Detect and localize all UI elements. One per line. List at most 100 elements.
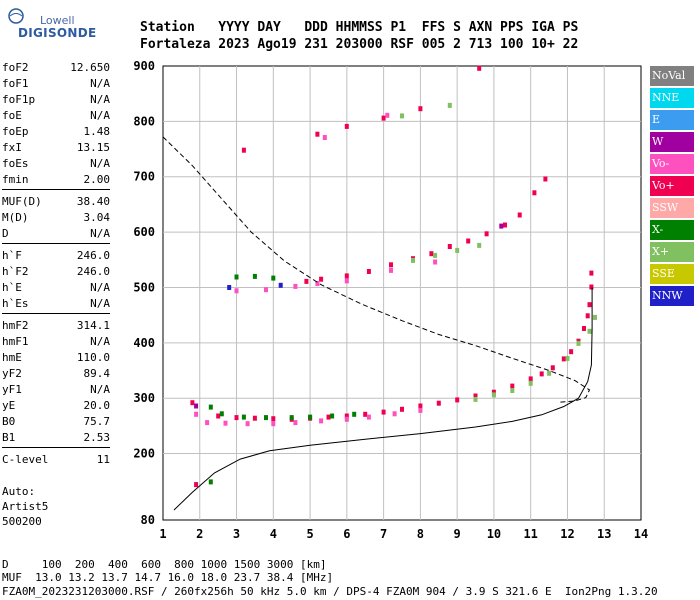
echo-point xyxy=(389,262,393,268)
param-row: yF2 89.4 xyxy=(2,366,110,382)
param-name: fxI xyxy=(2,141,22,154)
param-value: 20.0 xyxy=(83,399,111,412)
x-tick-label: 6 xyxy=(343,527,350,541)
echo-point xyxy=(322,135,327,140)
legend-item: NoVal xyxy=(650,66,694,86)
echo-point xyxy=(219,411,224,417)
x-tick-label: 12 xyxy=(560,527,574,541)
param-value: 75.7 xyxy=(83,415,111,428)
echo-point xyxy=(429,251,434,257)
echo-point xyxy=(418,403,423,409)
plot-area xyxy=(162,65,642,521)
echo-point xyxy=(264,415,268,421)
param-row: M(D) 3.04 xyxy=(2,210,110,226)
param-name: foE xyxy=(2,109,22,122)
echo-point xyxy=(315,281,320,287)
echo-point xyxy=(589,284,594,290)
echo-point xyxy=(510,388,515,393)
param-row: h`E N/A xyxy=(2,280,110,296)
echo-point xyxy=(304,278,309,284)
footer-file-info: FZA0M_2023231203000.RSF / 260fx256h 50 k… xyxy=(2,585,658,598)
param-row: yE 20.0 xyxy=(2,398,110,414)
y-tick-label: 200 xyxy=(133,447,155,461)
logo-lowell: Lowell xyxy=(40,14,75,27)
param-value: N/A xyxy=(90,93,110,106)
legend-item: X+ xyxy=(650,242,694,262)
x-tick-label: 2 xyxy=(196,527,203,541)
echo-point xyxy=(585,313,590,319)
echo-point xyxy=(547,370,552,376)
echo-point xyxy=(433,259,438,265)
param-value: 246.0 xyxy=(76,249,110,262)
echo-point xyxy=(194,482,199,488)
echo-point xyxy=(293,420,298,426)
header-values-row: Fortaleza 2023 Ago19 231 203000 RSF 005 … xyxy=(140,37,579,52)
param-value: N/A xyxy=(90,77,110,90)
echo-point xyxy=(194,403,199,409)
echo-point xyxy=(194,411,199,417)
echo-point xyxy=(344,416,349,422)
echo-point xyxy=(491,389,496,395)
param-row: foF1p N/A xyxy=(2,92,110,108)
param-row: fxI 13.15 xyxy=(2,140,110,156)
echo-point xyxy=(234,415,239,421)
auto-version: 500200 xyxy=(2,515,42,528)
x-tick-label: 3 xyxy=(233,527,240,541)
param-name: MUF(D) xyxy=(2,195,42,208)
echo-point xyxy=(326,414,331,420)
echo-point xyxy=(418,106,423,112)
param-name: h`E xyxy=(2,281,22,294)
x-tick-label: 5 xyxy=(306,527,313,541)
echo-point xyxy=(400,406,404,412)
digisonde-logo: Lowell DIGISONDE xyxy=(6,4,96,46)
echo-point xyxy=(433,252,438,258)
y-tick-label: 500 xyxy=(133,280,155,294)
param-value: 12.650 xyxy=(70,61,110,74)
echo-point xyxy=(366,414,371,420)
param-name: h`F xyxy=(2,249,22,262)
param-name: D xyxy=(2,227,9,240)
echo-point xyxy=(587,302,592,308)
echo-point xyxy=(271,275,276,281)
echo-point xyxy=(447,244,452,249)
param-row: hmF1 N/A xyxy=(2,334,110,350)
param-row: B0 75.7 xyxy=(2,414,110,430)
echo-point xyxy=(477,242,482,248)
param-row: foF2 12.650 xyxy=(2,60,110,76)
echo-point xyxy=(208,479,213,485)
echo-point xyxy=(550,365,555,371)
echo-point xyxy=(477,65,482,71)
echo-point xyxy=(234,274,239,280)
param-separator xyxy=(2,189,110,194)
param-value: N/A xyxy=(90,109,110,122)
param-value: 246.0 xyxy=(76,265,110,278)
echo-point xyxy=(381,115,386,121)
echo-point xyxy=(589,270,594,276)
echo-point xyxy=(252,415,257,421)
echo-point xyxy=(366,269,371,274)
echo-point xyxy=(227,285,232,290)
param-row: foF1 N/A xyxy=(2,76,110,92)
legend-item: Vo+ xyxy=(650,176,694,196)
echo-point xyxy=(539,371,544,377)
footer-distance-row: D 100 200 400 600 800 1000 1500 3000 [km… xyxy=(2,558,327,571)
param-value: 110.0 xyxy=(76,351,110,364)
param-row: foE N/A xyxy=(2,108,110,124)
param-name: foF1 xyxy=(2,77,29,90)
echo-point xyxy=(576,340,581,346)
param-name: foF2 xyxy=(2,61,29,74)
echo-point xyxy=(344,273,349,279)
legend-item: SSE xyxy=(650,264,694,284)
muf-curve xyxy=(162,136,591,403)
echo-point xyxy=(208,404,213,410)
param-value: N/A xyxy=(90,227,110,240)
logo-globe-icon xyxy=(8,8,24,24)
echo-point xyxy=(455,247,460,253)
param-name: C-level xyxy=(2,453,49,466)
param-row: MUF(D) 38.40 xyxy=(2,194,110,210)
echo-point xyxy=(271,416,276,422)
param-value: 1.48 xyxy=(83,125,111,138)
param-row: foEs N/A xyxy=(2,156,110,172)
echo-point xyxy=(271,421,276,427)
param-name: hmF2 xyxy=(2,319,29,332)
